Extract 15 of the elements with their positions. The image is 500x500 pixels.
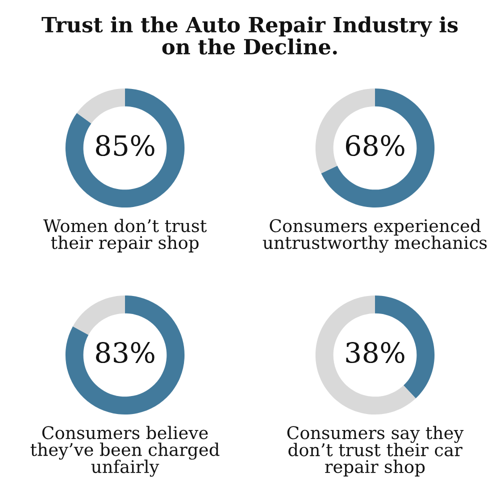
text: Consumers experienced untrustworthy mechanics: [262, 218, 487, 253]
data-label: 85%: [96, 135, 154, 156]
donut-slice: [315, 295, 416, 415]
donut-slice: [72, 295, 125, 335]
text: Trust in the Auto Repair Industry is on the Decline.: [42, 16, 458, 55]
donut-slice: [321, 88, 435, 208]
donut-slice: [65, 295, 185, 415]
data-label: 83%: [96, 342, 154, 364]
text: Consumers say they don’t trust their car repair shop: [287, 426, 464, 476]
donut-slice: [65, 88, 185, 208]
data-label: 38%: [346, 342, 404, 364]
data-label: 68%: [346, 135, 404, 156]
text: Women don’t trust their repair shop: [43, 218, 207, 252]
text: Consumers believe they’ve been charged unfairly: [30, 426, 220, 477]
donut-slice: [76, 88, 125, 124]
